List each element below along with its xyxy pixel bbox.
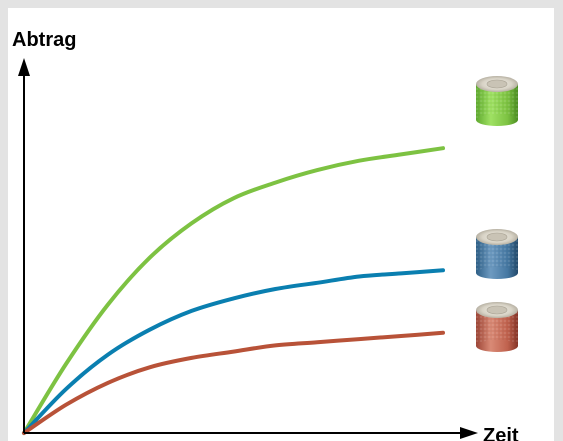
green-sanding-sleeve-icon [476, 76, 518, 126]
x-axis-arrow [460, 427, 478, 439]
series-line-red [22, 330, 445, 435]
y-axis-arrow [18, 58, 30, 76]
chart-panel: Abtrag Zeit [8, 8, 554, 441]
blue-sanding-sleeve-icon [476, 229, 518, 279]
series-line-green [22, 146, 445, 435]
line-chart: Abtrag Zeit [12, 29, 519, 441]
x-axis-label: Zeit [483, 425, 519, 441]
y-axis-label: Abtrag [12, 29, 76, 51]
series-lines [22, 146, 445, 435]
red-sanding-sleeve-icon [476, 302, 518, 352]
series-line-blue [22, 268, 445, 435]
